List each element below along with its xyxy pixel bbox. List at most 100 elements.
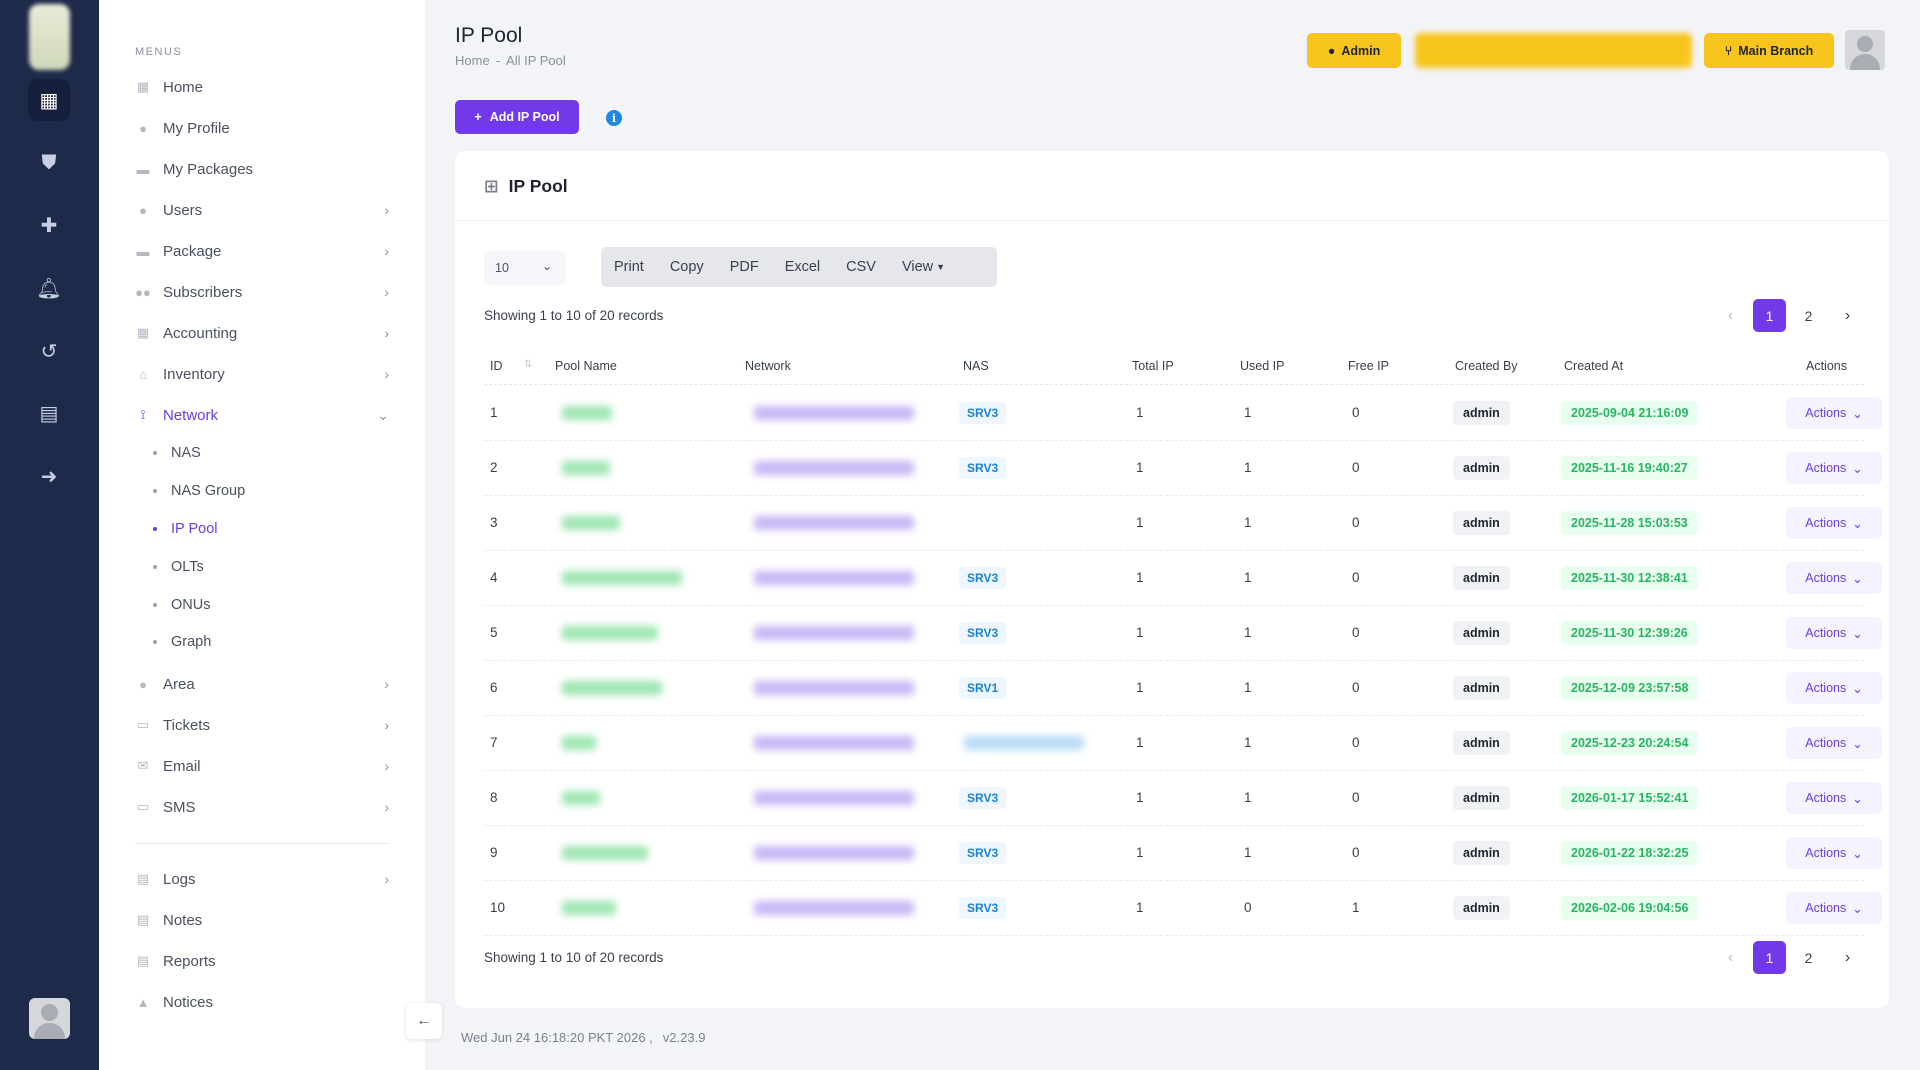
sidebar-subitem-ip-pool[interactable]: IP Pool	[153, 517, 218, 541]
prev-page-icon[interactable]: ‹	[1727, 306, 1734, 324]
page-1-button[interactable]: 1	[1753, 941, 1786, 974]
col-total-ip[interactable]: Total IP	[1132, 359, 1174, 373]
page-1-button[interactable]: 1	[1753, 299, 1786, 332]
sidebar-item-notes[interactable]: ▤ Notes	[135, 906, 395, 934]
sidebar-item-my-profile[interactable]: ● My Profile	[135, 114, 395, 142]
col-pool-name[interactable]: Pool Name	[555, 359, 617, 373]
col-nas[interactable]: NAS	[963, 359, 989, 373]
dashboard-icon[interactable]: ▦	[28, 79, 70, 121]
add-ip-pool-button[interactable]: + Add IP Pool	[455, 100, 579, 134]
nas-badge: SRV3	[959, 842, 1007, 864]
sidebar-subitem-onus[interactable]: ONUs	[153, 593, 210, 617]
actions-dropdown-button[interactable]: Actions ⌄	[1786, 452, 1882, 484]
redacted-header-button[interactable]	[1415, 33, 1692, 68]
col-network[interactable]: Network	[745, 359, 791, 373]
created-by-badge: admin	[1453, 841, 1510, 865]
bullet-icon	[153, 640, 157, 644]
table-row: 10 SRV3 1 0 1 admin 2026-02-06 19:04:56 Actions…	[484, 881, 1882, 936]
actions-label: Actions	[1805, 901, 1847, 915]
admin-label: Admin	[1341, 43, 1381, 58]
records-info-top: Showing 1 to 10 of 20 records	[484, 308, 664, 323]
book-icon[interactable]: ▤	[39, 402, 59, 425]
sidebar-item-inventory[interactable]: ⌂ Inventory ›	[135, 360, 395, 388]
created-at-badge: 2026-02-06 19:04:56	[1561, 896, 1699, 920]
actions-dropdown-button[interactable]: Actions ⌄	[1786, 672, 1882, 704]
view-button[interactable]: View ▼	[889, 247, 958, 287]
cell-free-ip: 0	[1352, 405, 1360, 420]
sidebar-item-area[interactable]: ● Area ›	[135, 670, 395, 698]
history-icon[interactable]: ↺	[40, 340, 58, 363]
sidebar-item-users[interactable]: ● Users ›	[135, 196, 395, 224]
copy-button[interactable]: Copy	[669, 259, 704, 275]
sidebar-item-label: Subscribers	[163, 283, 243, 301]
gift-icon[interactable]: ✚	[40, 214, 58, 237]
sidebar-item-email[interactable]: ✉ Email ›	[135, 752, 395, 780]
sidebar-item-my-packages[interactable]: ▬ My Packages	[135, 155, 395, 183]
page-size-select[interactable]: 10 ⌄	[484, 251, 566, 285]
sidebar-item-notices[interactable]: ▲ Notices	[135, 988, 395, 1016]
actions-dropdown-button[interactable]: Actions ⌄	[1786, 397, 1882, 429]
redacted-network	[754, 901, 914, 915]
header-avatar[interactable]	[1845, 30, 1885, 70]
next-page-icon[interactable]: ›	[1844, 306, 1851, 324]
table-row: 9 SRV3 1 1 0 admin 2026-01-22 18:32:25 Actions ⌄	[484, 826, 1882, 881]
info-icon[interactable]: i	[606, 110, 622, 126]
page-2-button[interactable]: 2	[1804, 307, 1813, 324]
card-divider	[455, 220, 1889, 221]
sidebar-item-accounting[interactable]: ▦ Accounting ›	[135, 319, 395, 347]
created-by-badge: admin	[1453, 621, 1510, 645]
actions-dropdown-button[interactable]: Actions ⌄	[1786, 617, 1882, 649]
sidebar-item-tickets[interactable]: ▭ Tickets ›	[135, 711, 395, 739]
sidebar-subitem-nas-group[interactable]: NAS Group	[153, 479, 245, 503]
bullet-icon	[153, 527, 157, 531]
cell-id: 3	[490, 515, 498, 530]
sidebar-item-sms[interactable]: ▭ SMS ›	[135, 793, 395, 821]
nas-badge: SRV3	[959, 787, 1007, 809]
redacted-network	[754, 736, 914, 750]
actions-dropdown-button[interactable]: Actions ⌄	[1786, 507, 1882, 539]
sidebar-item-subscribers[interactable]: ●● Subscribers ›	[135, 278, 395, 306]
sidebar-item-network[interactable]: ⟟ Network ⌄	[135, 401, 395, 429]
chevron-down-icon: ⌄	[541, 259, 552, 273]
col-created-by[interactable]: Created By	[1455, 359, 1518, 373]
next-page-icon[interactable]: ›	[1844, 948, 1851, 966]
sidebar-item-home[interactable]: ▦ Home	[135, 73, 395, 101]
actions-dropdown-button[interactable]: Actions ⌄	[1786, 727, 1882, 759]
pdf-button[interactable]: PDF	[729, 259, 759, 275]
csv-button[interactable]: CSV	[846, 259, 876, 275]
shield-icon[interactable]: ⛊	[41, 151, 57, 174]
col-created-at[interactable]: Created At	[1564, 359, 1624, 373]
print-button[interactable]: Print	[614, 259, 644, 275]
branch-button[interactable]: ⑂ Main Branch	[1704, 33, 1834, 68]
col-id[interactable]: ID	[490, 359, 503, 373]
sidebar-subitem-graph[interactable]: Graph	[153, 630, 211, 654]
collapse-sidebar-button[interactable]: ←	[406, 1003, 442, 1039]
actions-dropdown-button[interactable]: Actions ⌄	[1786, 782, 1882, 814]
actions-dropdown-button[interactable]: Actions ⌄	[1786, 892, 1882, 924]
prev-page-icon[interactable]: ‹	[1727, 948, 1734, 966]
subitem-label: NAS	[171, 445, 201, 461]
sidebar-item-logs[interactable]: ▤ Logs ›	[135, 865, 395, 893]
sidebar-subitem-nas[interactable]: NAS	[153, 441, 201, 465]
chevron-down-icon: ⌄	[1852, 406, 1863, 421]
excel-button[interactable]: Excel	[784, 259, 821, 275]
chevron-right-icon: ›	[384, 325, 389, 341]
sidebar-subitem-olts[interactable]: OLTs	[153, 555, 204, 579]
bell-icon[interactable]: 🔔︎	[36, 277, 62, 300]
breadcrumb: Home - All IP Pool	[455, 53, 566, 68]
bullet-icon	[153, 603, 157, 607]
sidebar-item-reports[interactable]: ▤ Reports	[135, 947, 395, 975]
actions-dropdown-button[interactable]: Actions ⌄	[1786, 837, 1882, 869]
sort-icon[interactable]: ⇅	[524, 359, 533, 370]
page-2-button[interactable]: 2	[1804, 949, 1813, 966]
breadcrumb-home[interactable]: Home	[455, 53, 490, 68]
admin-button[interactable]: ● Admin	[1307, 33, 1401, 68]
user-avatar[interactable]	[29, 998, 70, 1039]
col-used-ip[interactable]: Used IP	[1240, 359, 1285, 373]
sidebar-item-package[interactable]: ▬ Package ›	[135, 237, 395, 265]
subitem-label: NAS Group	[171, 483, 246, 499]
logout-icon[interactable]: ➜	[40, 465, 58, 488]
col-free-ip[interactable]: Free IP	[1348, 359, 1389, 373]
actions-dropdown-button[interactable]: Actions ⌄	[1786, 562, 1882, 594]
brand-logo[interactable]	[29, 4, 70, 70]
